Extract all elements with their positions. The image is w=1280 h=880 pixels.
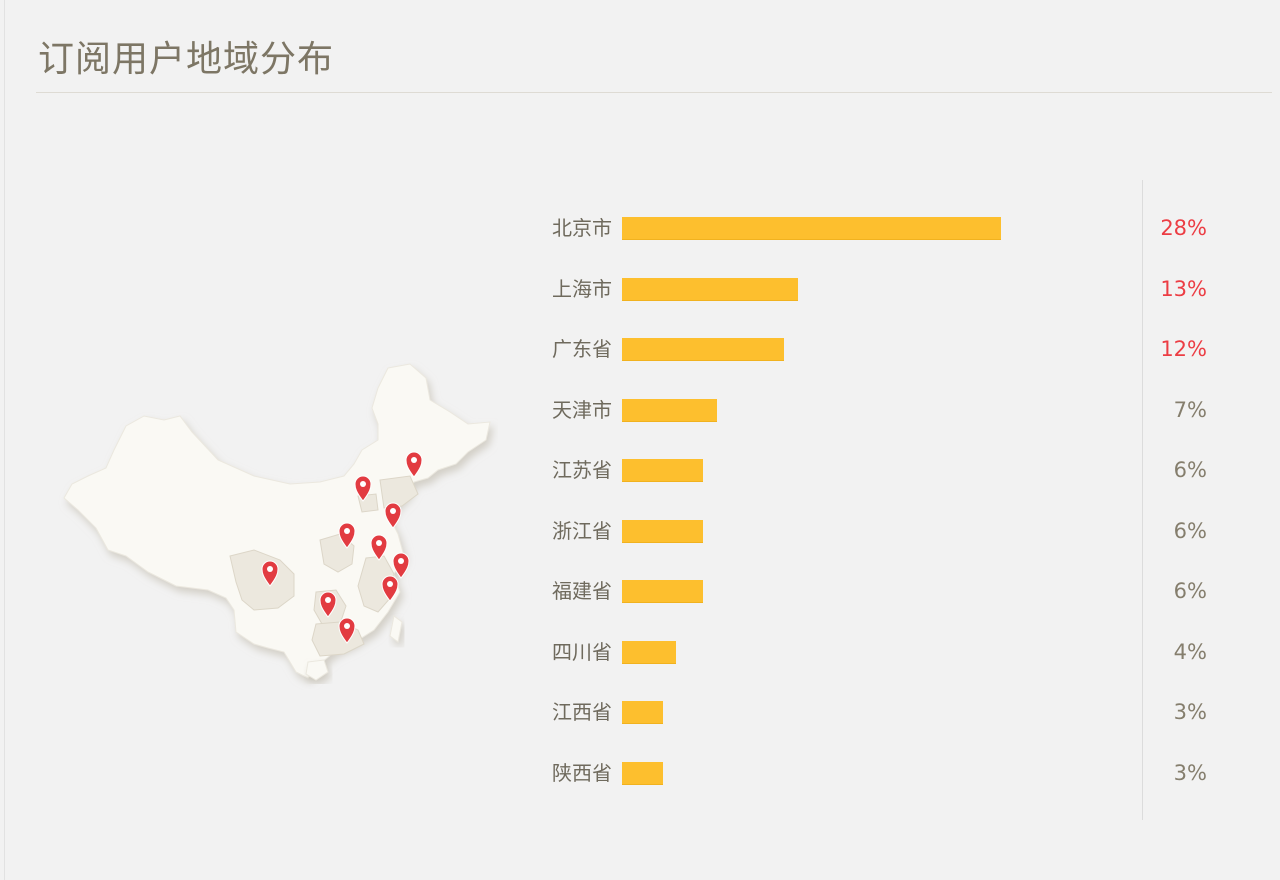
- bar: [622, 217, 1001, 240]
- bar-value-label: 4%: [1173, 639, 1207, 664]
- bar: [622, 459, 704, 482]
- bar-label: 陕西省: [552, 760, 612, 785]
- region-bar-chart: 北京市 28% 上海市 13% 广东省 12% 天津市 7% 江苏省 6% 浙江省 6% 福建省 6% 四川…: [520, 180, 1220, 820]
- bar-label: 广东省: [552, 337, 612, 361]
- page-title: 订阅用户地域分布: [38, 39, 335, 80]
- bar-value-label: 7%: [1173, 397, 1207, 422]
- map-island-hainan: [305, 659, 329, 681]
- bar-label: 北京市: [552, 216, 612, 240]
- bar-value-label: 6%: [1173, 579, 1207, 603]
- title-divider: [36, 92, 1272, 93]
- china-map: [63, 363, 491, 681]
- bar-label: 天津市: [552, 397, 612, 422]
- left-border: [4, 0, 5, 880]
- bar: [622, 761, 663, 785]
- bar-label: 江西省: [552, 700, 612, 724]
- bar-value-label: 6%: [1173, 458, 1207, 482]
- bar: [622, 519, 704, 543]
- bar-label: 福建省: [552, 579, 612, 603]
- bar: [622, 338, 785, 361]
- map-island-taiwan: [389, 615, 403, 643]
- bar-label: 四川省: [552, 639, 612, 664]
- region-sichuan: [229, 549, 295, 611]
- region-beijing-tianjin: [379, 475, 419, 509]
- bar: [622, 580, 704, 603]
- bar-label: 浙江省: [552, 518, 612, 543]
- bar-value-label: 12%: [1160, 337, 1207, 361]
- map-landmass: [63, 363, 491, 679]
- bar: [622, 277, 798, 301]
- bar: [622, 701, 663, 724]
- bar-value-label: 3%: [1173, 700, 1207, 724]
- bar-label: 江苏省: [552, 458, 612, 482]
- bar-value-label: 28%: [1160, 216, 1207, 240]
- map-pin-icon: [392, 552, 410, 579]
- value-divider: [1142, 180, 1143, 820]
- bar: [622, 640, 677, 664]
- region-east-coast: [357, 555, 395, 613]
- bar-value-label: 6%: [1173, 518, 1207, 543]
- bar: [622, 398, 717, 422]
- bar-value-label: 13%: [1160, 276, 1207, 301]
- bar-label: 上海市: [552, 276, 612, 301]
- bar-value-label: 3%: [1173, 760, 1207, 785]
